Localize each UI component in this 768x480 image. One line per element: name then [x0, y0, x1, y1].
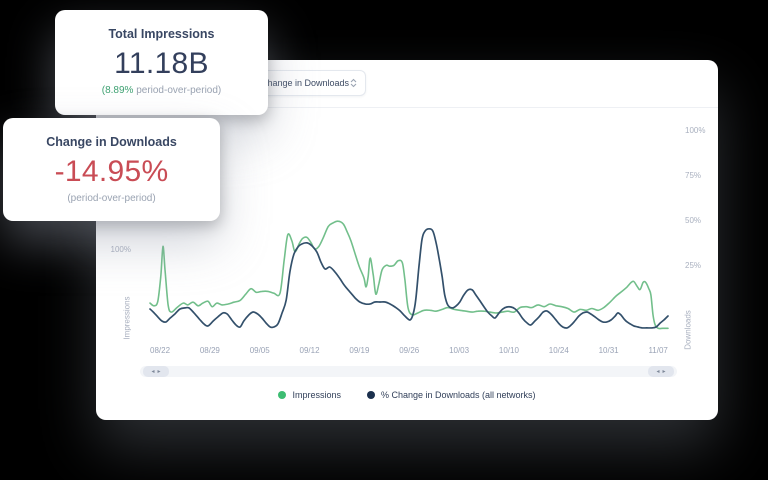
- x-label: 08/22: [150, 346, 171, 355]
- change-in-downloads-card: Change in Downloads -14.95% (period-over…: [3, 118, 220, 221]
- x-label: 10/31: [598, 346, 619, 355]
- downloads-line: [149, 227, 669, 329]
- chart-legend: Impressions % Change in Downloads (all n…: [96, 388, 718, 402]
- legend-item-downloads[interactable]: % Change in Downloads (all networks): [366, 390, 536, 400]
- impressions-dot-icon: [278, 391, 287, 399]
- select-chevrons-icon: [350, 78, 357, 88]
- right-axis-title: Downloads: [683, 310, 693, 350]
- total-impressions-value: 11.18B: [114, 47, 209, 80]
- scrollbar-right-handle[interactable]: ◂ ▸: [648, 366, 674, 377]
- x-label: 09/05: [249, 346, 270, 355]
- legend-label: Impressions: [292, 390, 341, 400]
- right-axis-tick-50: 50%: [685, 216, 702, 225]
- metric-dropdown-value: Change in Downloads: [261, 78, 350, 88]
- left-axis-title: Impressions: [122, 296, 132, 340]
- right-axis-tick-75: 75%: [685, 171, 702, 180]
- impressions-line: [149, 220, 669, 330]
- x-label: 10/03: [449, 346, 470, 355]
- impressions-delta-suffix: period-over-period): [133, 85, 222, 96]
- panel-header: Change in Downloads: [96, 60, 718, 108]
- x-label: 08/29: [199, 346, 220, 355]
- scrollbar-left-handle[interactable]: ◂ ▸: [143, 366, 169, 377]
- scroll-left-arrow-icon: ◂: [151, 368, 155, 375]
- scroll-right-arrow-icon: ▸: [662, 368, 666, 375]
- scroll-right-arrow-icon: ▸: [157, 368, 161, 375]
- card-title: Total Impressions: [108, 27, 215, 41]
- x-label: 09/12: [299, 346, 320, 355]
- x-label: 10/24: [548, 346, 569, 355]
- x-label: 09/19: [349, 346, 370, 355]
- chart-scrollbar-track[interactable]: ◂ ▸ ◂ ▸: [140, 366, 677, 377]
- right-axis-tick-25: 25%: [685, 261, 702, 270]
- x-label: 09/26: [399, 346, 420, 355]
- downloads-change-value: -14.95%: [54, 155, 169, 188]
- x-label: 11/07: [648, 346, 668, 355]
- scroll-left-arrow-icon: ◂: [656, 368, 660, 375]
- legend-label: % Change in Downloads (all networks): [380, 390, 536, 400]
- legend-item-impressions[interactable]: Impressions: [278, 390, 341, 400]
- downloads-dot-icon: [366, 391, 375, 399]
- x-label: 10/10: [498, 346, 519, 355]
- impressions-period-change: (8.89% period-over-period): [55, 85, 268, 96]
- x-axis-labels: 08/22 08/29 09/05 09/12 09/19 09/26 10/0…: [150, 346, 668, 356]
- left-axis-tick-100: 100%: [110, 245, 131, 254]
- downloads-period-label: (period-over-period): [67, 193, 156, 204]
- impressions-delta: (8.89%: [101, 85, 134, 96]
- card-title: Change in Downloads: [46, 135, 177, 149]
- analytics-panel: Change in Downloads 100% Impressions 100…: [96, 60, 718, 420]
- line-chart-plot: [149, 220, 669, 330]
- metric-dropdown[interactable]: Change in Downloads: [250, 70, 366, 96]
- total-impressions-card: Total Impressions 11.18B (8.89% period-o…: [55, 10, 268, 115]
- right-axis-tick-100: 100%: [685, 126, 706, 135]
